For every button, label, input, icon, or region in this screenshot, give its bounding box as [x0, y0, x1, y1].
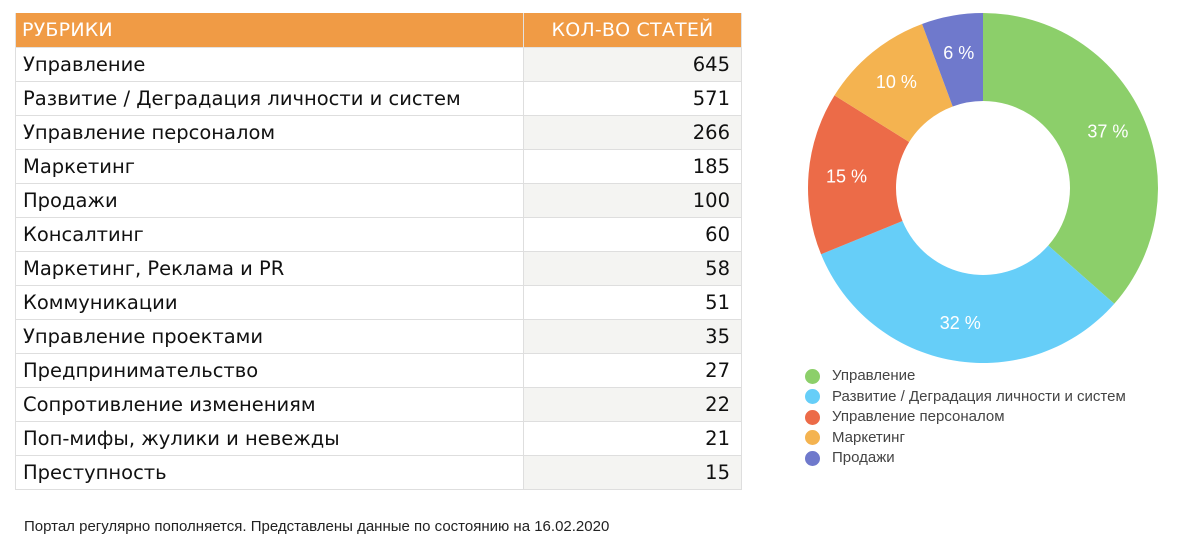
table-row: Сопротивление изменениям 22 — [15, 387, 742, 422]
legend-item: Развитие / Деградация личности и систем — [805, 387, 1126, 408]
rubrics-table: РУБРИКИ КОЛ-ВО СТАТЕЙ Управление 645 Разв… — [15, 13, 742, 490]
table-row: Маркетинг 185 — [15, 149, 742, 184]
table-row: Поп-мифы, жулики и невежды 21 — [15, 421, 742, 456]
table-row: Управление проектами 35 — [15, 319, 742, 354]
rubric-name: Маркетинг, Реклама и PR — [15, 251, 524, 286]
legend-color-dot-icon — [805, 389, 820, 405]
legend-item: Маркетинг — [805, 428, 1126, 449]
rubric-name: Сопротивление изменениям — [15, 387, 524, 422]
rubrics-table-container: РУБРИКИ КОЛ-ВО СТАТЕЙ Управление 645 Разв… — [15, 13, 742, 490]
article-count: 58 — [523, 251, 742, 286]
table-row: Управление 645 — [15, 47, 742, 82]
slice-percent-label: 15 % — [826, 166, 867, 186]
article-count: 35 — [523, 319, 742, 354]
donut-slice — [834, 23, 953, 142]
rubric-name: Управление — [15, 47, 524, 82]
table-row: Развитие / Деградация личности и систем 5… — [15, 81, 742, 116]
table-row: Маркетинг, Реклама и PR 58 — [15, 251, 742, 286]
column-header-count: КОЛ-ВО СТАТЕЙ — [523, 13, 742, 48]
article-count: 21 — [523, 421, 742, 456]
table-row: Консалтинг 60 — [15, 217, 742, 252]
table-row: Преступность 15 — [15, 455, 742, 490]
rubric-name: Управление персоналом — [15, 115, 524, 150]
article-count: 185 — [523, 149, 742, 184]
legend-label: Продажи — [832, 449, 895, 466]
rubric-name: Предпринимательство — [15, 353, 524, 388]
article-count: 266 — [523, 115, 742, 150]
rubric-name: Продажи — [15, 183, 524, 218]
legend-color-dot-icon — [805, 430, 820, 446]
legend-label: Маркетинг — [832, 428, 905, 446]
legend-label: Развитие / Деградация личности и систем — [832, 387, 1126, 405]
legend-item: Продажи — [805, 448, 1126, 469]
rubric-name: Преступность — [15, 455, 524, 490]
legend-label: Управление — [832, 367, 916, 384]
donut-slice — [922, 13, 983, 107]
slice-percent-label: 10 % — [876, 72, 917, 92]
rubric-name: Поп-мифы, жулики и невежды — [15, 421, 524, 456]
slice-percent-label: 32 % — [940, 313, 981, 333]
article-count: 27 — [523, 353, 742, 388]
table-row: Управление персоналом 266 — [15, 115, 742, 150]
article-count: 22 — [523, 387, 742, 422]
table-row: Предпринимательство 27 — [15, 353, 742, 388]
article-count: 51 — [523, 285, 742, 320]
rubric-name: Коммуникации — [15, 285, 524, 320]
donut-slice — [808, 95, 910, 255]
rubric-name: Консалтинг — [15, 217, 524, 252]
data-date-footnote: Портал регулярно пополняется. Представле… — [24, 518, 610, 535]
table-row: Продажи 100 — [15, 183, 742, 218]
legend-color-dot-icon — [805, 368, 820, 384]
article-count: 645 — [523, 47, 742, 82]
slice-percent-label: 37 % — [1087, 122, 1128, 142]
donut-chart: 37 % 32 % 15 % 10 % 6 % — [790, 0, 1200, 370]
rubric-name: Развитие / Деградация личности и систем — [15, 81, 524, 116]
legend-color-dot-icon — [805, 450, 820, 466]
rubric-name: Маркетинг — [15, 149, 524, 184]
slice-percent-label: 6 % — [943, 43, 974, 63]
article-count: 100 — [523, 183, 742, 218]
donut-chart-svg: 37 % 32 % 15 % 10 % 6 % — [808, 13, 1158, 363]
article-count: 571 — [523, 81, 742, 116]
legend-label: Управление персоналом — [832, 408, 1005, 425]
table-header-row: РУБРИКИ КОЛ-ВО СТАТЕЙ — [15, 13, 742, 48]
column-header-rubric: РУБРИКИ — [15, 13, 524, 48]
donut-slice — [821, 220, 1115, 363]
legend-color-dot-icon — [805, 409, 820, 425]
article-count: 60 — [523, 217, 742, 252]
donut-slice — [983, 13, 1158, 304]
article-count: 15 — [523, 455, 742, 490]
table-row: Коммуникации 51 — [15, 285, 742, 320]
chart-legend: Управление Развитие / Деградация личност… — [805, 366, 1126, 469]
legend-item: Управление персоналом — [805, 407, 1126, 428]
legend-item: Управление — [805, 366, 1126, 387]
rubric-name: Управление проектами — [15, 319, 524, 354]
